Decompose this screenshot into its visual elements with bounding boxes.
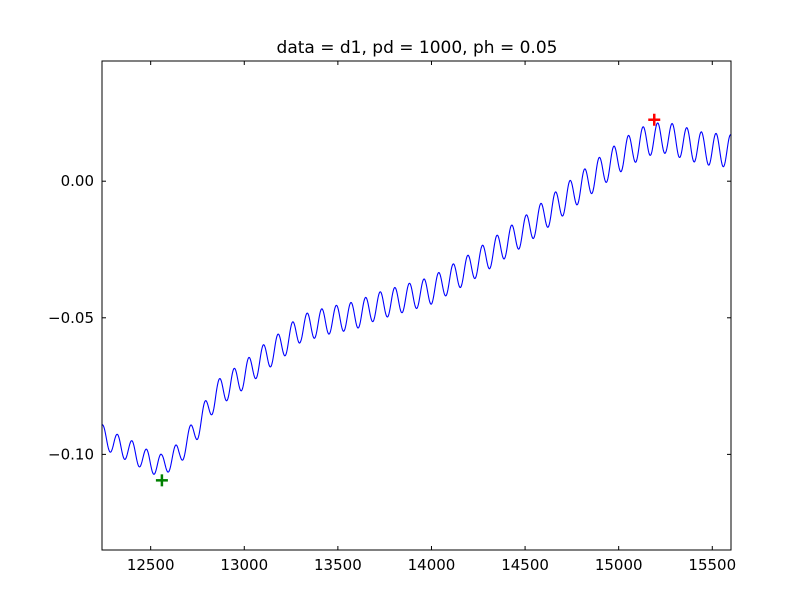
x-tick-label: 14000 [408,556,456,574]
x-tick-label: 12500 [127,556,175,574]
x-tick-label: 14500 [501,556,549,574]
x-tick-label: 13000 [220,556,268,574]
point-marker-0 [155,474,168,487]
x-tick-label: 15000 [595,556,643,574]
plot-frame [101,60,732,551]
x-tick-label: 15500 [688,556,736,574]
point-marker-1 [648,113,661,126]
y-tick-label: 0.00 [61,172,94,190]
x-tick-label: 13500 [314,556,362,574]
y-tick-label: −0.10 [48,445,94,463]
chart-title: data = d1, pd = 1000, ph = 0.05 [277,38,558,58]
y-tick-label: −0.05 [48,309,94,327]
series-line-0 [102,122,731,475]
